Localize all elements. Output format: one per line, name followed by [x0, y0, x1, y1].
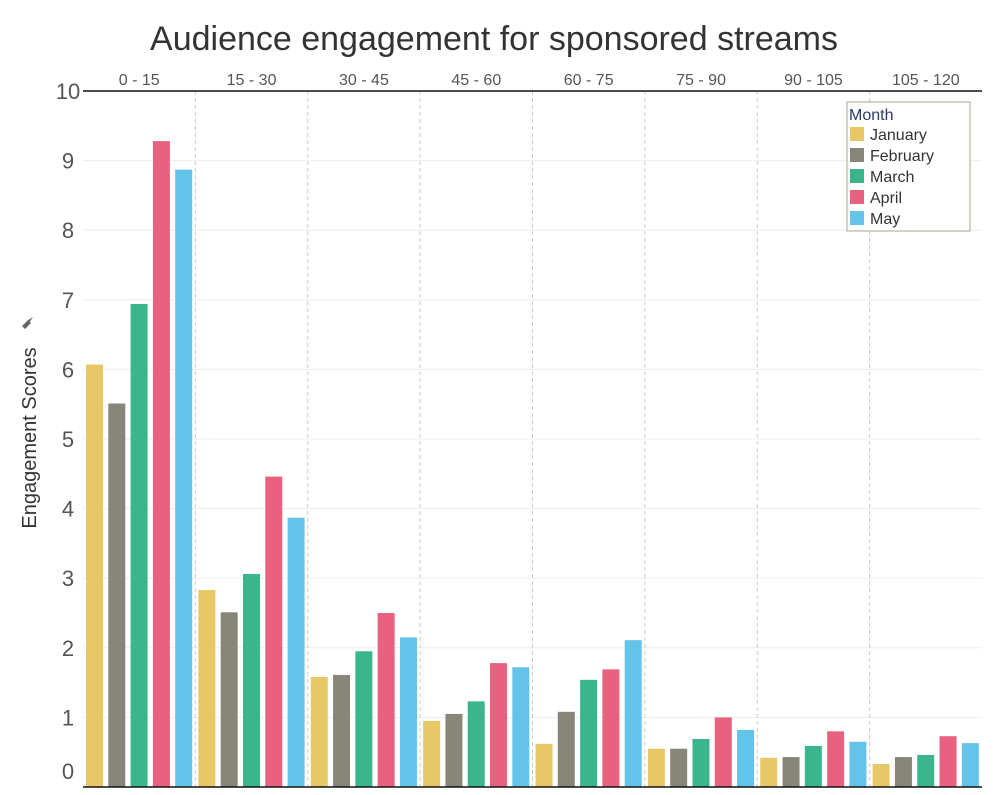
- bar-march[interactable]: [130, 303, 148, 787]
- bar-january[interactable]: [310, 677, 328, 787]
- legend-item-january[interactable]: January: [870, 127, 927, 144]
- legend-swatch: [850, 169, 864, 183]
- y-tick-label: 8: [62, 218, 74, 243]
- y-tick-label: 7: [62, 288, 74, 313]
- bar-january[interactable]: [647, 748, 665, 787]
- bar-may[interactable]: [399, 637, 417, 787]
- bar-april[interactable]: [602, 669, 620, 787]
- bar-march[interactable]: [917, 754, 935, 787]
- bar-january[interactable]: [198, 590, 216, 787]
- y-tick-label: 5: [62, 427, 74, 452]
- bar-april[interactable]: [714, 717, 732, 787]
- x-category-label: 45 - 60: [451, 72, 501, 89]
- y-tick-label: 9: [62, 149, 74, 174]
- bar-may[interactable]: [849, 741, 867, 787]
- bar-january[interactable]: [872, 764, 890, 787]
- y-tick-label: 6: [62, 357, 74, 382]
- bar-february[interactable]: [108, 403, 126, 787]
- bar-may[interactable]: [961, 743, 979, 787]
- x-category-label: 15 - 30: [227, 72, 277, 89]
- legend-item-may[interactable]: May: [870, 211, 900, 228]
- bar-march[interactable]: [467, 701, 485, 787]
- legend-item-april[interactable]: April: [870, 190, 902, 207]
- bar-april[interactable]: [490, 663, 508, 787]
- legend-swatch: [850, 190, 864, 204]
- bar-january[interactable]: [423, 720, 441, 787]
- legend-item-february[interactable]: February: [870, 148, 934, 165]
- x-category-label: 90 - 105: [784, 72, 843, 89]
- x-category-label: 0 - 15: [119, 72, 160, 89]
- bar-may[interactable]: [624, 640, 642, 787]
- bar-january[interactable]: [86, 364, 103, 787]
- bar-may[interactable]: [737, 729, 755, 787]
- bar-january[interactable]: [760, 757, 778, 787]
- y-tick-label: 10: [56, 79, 80, 104]
- bar-february[interactable]: [220, 612, 238, 787]
- bar-february[interactable]: [670, 748, 688, 787]
- bar-april[interactable]: [265, 476, 283, 787]
- x-category-label: 105 - 120: [892, 72, 960, 89]
- y-tick-label: 0: [62, 759, 74, 784]
- y-axis-label: Engagement Scores: [19, 347, 41, 528]
- x-category-label: 60 - 75: [564, 72, 614, 89]
- legend-title: Month: [849, 107, 893, 124]
- bar-february[interactable]: [333, 674, 351, 787]
- bar-march[interactable]: [242, 574, 260, 787]
- legend-box: [846, 101, 971, 232]
- bar-may[interactable]: [287, 517, 305, 787]
- bar-march[interactable]: [692, 738, 710, 787]
- bar-february[interactable]: [557, 711, 575, 787]
- bar-april[interactable]: [939, 736, 957, 787]
- bar-january[interactable]: [535, 743, 553, 787]
- x-category-label: 30 - 45: [339, 72, 389, 89]
- bar-may[interactable]: [175, 169, 193, 787]
- bar-april[interactable]: [152, 141, 170, 787]
- y-tick-label: 2: [62, 636, 74, 661]
- y-tick-label: 4: [62, 497, 74, 522]
- legend-swatch: [850, 127, 864, 141]
- bar-march[interactable]: [804, 745, 822, 787]
- bar-may[interactable]: [512, 667, 530, 787]
- legend-item-march[interactable]: March: [870, 169, 914, 186]
- chart-title: Audience engagement for sponsored stream…: [150, 20, 838, 58]
- y-tick-label: 1: [62, 705, 74, 730]
- bar-february[interactable]: [782, 757, 800, 787]
- bar-march[interactable]: [355, 651, 373, 787]
- bar-february[interactable]: [894, 757, 912, 787]
- legend-swatch: [850, 211, 864, 225]
- pin-icon[interactable]: [22, 317, 33, 329]
- bar-february[interactable]: [445, 713, 463, 787]
- x-category-label: 75 - 90: [676, 72, 726, 89]
- bar-march[interactable]: [580, 679, 598, 787]
- bar-april[interactable]: [377, 613, 395, 787]
- bar-april[interactable]: [827, 731, 845, 787]
- legend-swatch: [850, 148, 864, 162]
- y-tick-label: 3: [62, 566, 74, 591]
